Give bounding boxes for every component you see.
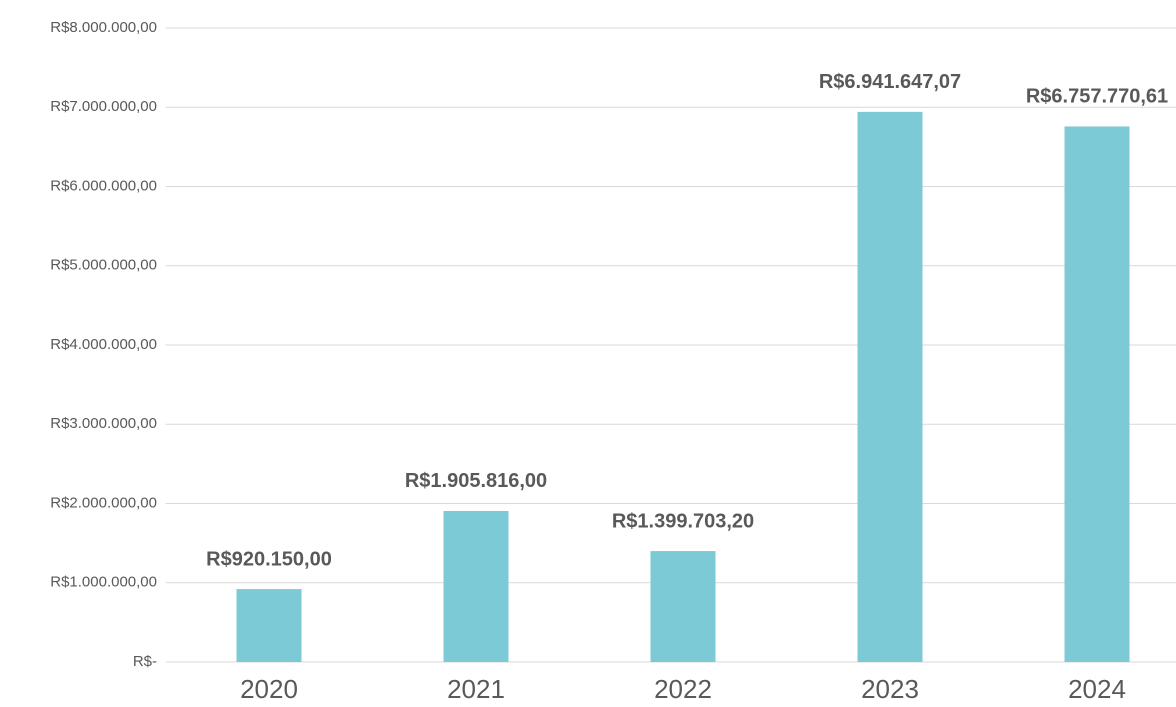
bar (443, 510, 509, 662)
x-tick-label: 2020 (240, 674, 298, 704)
bar (857, 111, 923, 663)
value-label: R$6.941.647,07 (819, 71, 961, 93)
y-tick-label: R$5.000.000,00 (50, 257, 157, 274)
x-tick-label: 2024 (1068, 674, 1126, 704)
y-tick-label: R$7.000.000,00 (50, 98, 157, 115)
x-tick-label: 2021 (447, 674, 505, 704)
value-label: R$1.905.816,00 (405, 470, 547, 492)
bar (1064, 126, 1130, 663)
y-tick-label: R$- (133, 653, 157, 670)
y-tick-label: R$1.000.000,00 (50, 574, 157, 591)
value-label: R$920.150,00 (206, 548, 332, 570)
x-tick-label: 2022 (654, 674, 712, 704)
x-tick-label: 2023 (861, 674, 919, 704)
bar (236, 589, 302, 662)
bar (650, 551, 716, 662)
value-label: R$1.399.703,20 (612, 510, 754, 532)
y-tick-label: R$2.000.000,00 (50, 494, 157, 511)
y-tick-label: R$4.000.000,00 (50, 336, 157, 353)
y-tick-label: R$6.000.000,00 (50, 177, 157, 194)
value-label: R$6.757.770,61 (1026, 86, 1168, 108)
y-tick-label: R$3.000.000,00 (50, 415, 157, 432)
y-tick-label: R$8.000.000,00 (50, 19, 157, 36)
